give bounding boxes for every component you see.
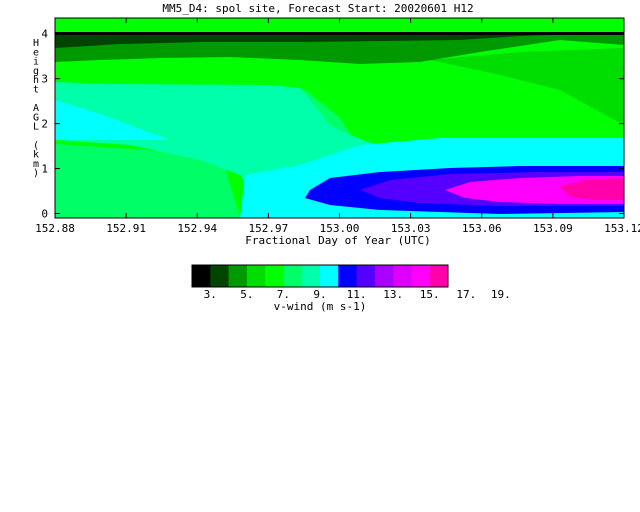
y-axis-label-char: e xyxy=(33,47,39,58)
y-axis-label-char: A xyxy=(33,103,39,114)
x-tick-label: 152.88 xyxy=(35,222,75,235)
y-axis-label-char: k xyxy=(33,150,39,161)
colorbar-swatch xyxy=(338,265,358,287)
y-axis-label-char: m xyxy=(33,159,39,170)
colorbar-tick-label: 7. xyxy=(277,288,290,301)
y-axis-label-char: h xyxy=(33,75,39,86)
colorbar-swatch xyxy=(320,265,339,287)
x-tick-label: 152.97 xyxy=(249,222,289,235)
colorbar-tick-label: 11. xyxy=(347,288,367,301)
y-tick-label: 2 xyxy=(41,118,48,131)
y-axis-label-char: g xyxy=(33,66,39,77)
contour-band-2-top-edge xyxy=(55,32,624,35)
contour-band-9-low-left xyxy=(55,144,240,218)
colorbar: 3. 5. 7. 9. 11. 13. 15. 17. 19. xyxy=(191,264,511,301)
colorbar-tick-label: 17. xyxy=(456,288,476,301)
colorbar-tick-label: 19. xyxy=(491,288,511,301)
x-tick-label: 152.94 xyxy=(177,222,217,235)
chart-title: MM5_D4: spol site, Forecast Start: 20020… xyxy=(162,2,473,15)
colorbar-swatch xyxy=(301,265,321,287)
plot-area xyxy=(54,17,625,219)
colorbar-swatch xyxy=(228,265,248,287)
x-axis: 152.88 152.91 152.94 152.97 153.00 153.03 153.… xyxy=(35,18,640,235)
colorbar-swatch xyxy=(210,265,230,287)
x-tick-label: 153.12 xyxy=(604,222,640,235)
y-tick-label: 4 xyxy=(41,28,48,41)
colorbar-swatch xyxy=(374,265,394,287)
colorbar-tick-label: 9. xyxy=(313,288,326,301)
contour-band-3-top xyxy=(55,32,624,48)
colorbar-swatch xyxy=(393,265,412,287)
colorbar-frame xyxy=(191,264,449,288)
x-tick-label: 153.06 xyxy=(462,222,502,235)
y-axis-label-char: t xyxy=(33,85,39,96)
colorbar-label: v-wind (m s-1) xyxy=(274,300,367,313)
x-tick-label: 152.91 xyxy=(106,222,146,235)
colorbar-swatch xyxy=(246,265,266,287)
contour-band-7-right xyxy=(430,48,624,125)
y-axis-label-char: L xyxy=(33,122,39,133)
y-tick-label: 0 xyxy=(41,208,48,221)
colorbar-tick-label: 13. xyxy=(383,288,403,301)
y-axis-label-char: H xyxy=(33,38,39,49)
contour-band-19-pink xyxy=(560,178,624,200)
colorbar-swatch xyxy=(411,265,431,287)
y-tick-label: 1 xyxy=(41,163,48,176)
y-axis-label-char: i xyxy=(33,57,39,68)
y-axis-label-char: ( xyxy=(33,140,39,151)
y-axis-label-char: ) xyxy=(33,168,39,179)
colorbar-swatch xyxy=(265,265,284,287)
y-axis: 0 1 2 3 4 xyxy=(41,28,624,221)
x-axis-label: Fractional Day of Year (UTC) xyxy=(245,234,430,247)
colorbar-tick-label: 5. xyxy=(240,288,253,301)
colorbar-swatch xyxy=(192,265,211,287)
colorbar-swatch xyxy=(429,265,449,287)
x-tick-label: 153.09 xyxy=(533,222,573,235)
colorbar-tick-label: 15. xyxy=(420,288,440,301)
y-tick-label: 3 xyxy=(41,73,48,86)
colorbar-swatch xyxy=(356,265,376,287)
colorbar-swatch xyxy=(283,265,303,287)
x-tick-label: 153.03 xyxy=(391,222,431,235)
colorbar-tick-label: 3. xyxy=(204,288,217,301)
y-axis-label-char: G xyxy=(33,112,39,123)
x-tick-label: 153.00 xyxy=(320,222,360,235)
contour-band-13-core-cyan xyxy=(55,100,170,140)
